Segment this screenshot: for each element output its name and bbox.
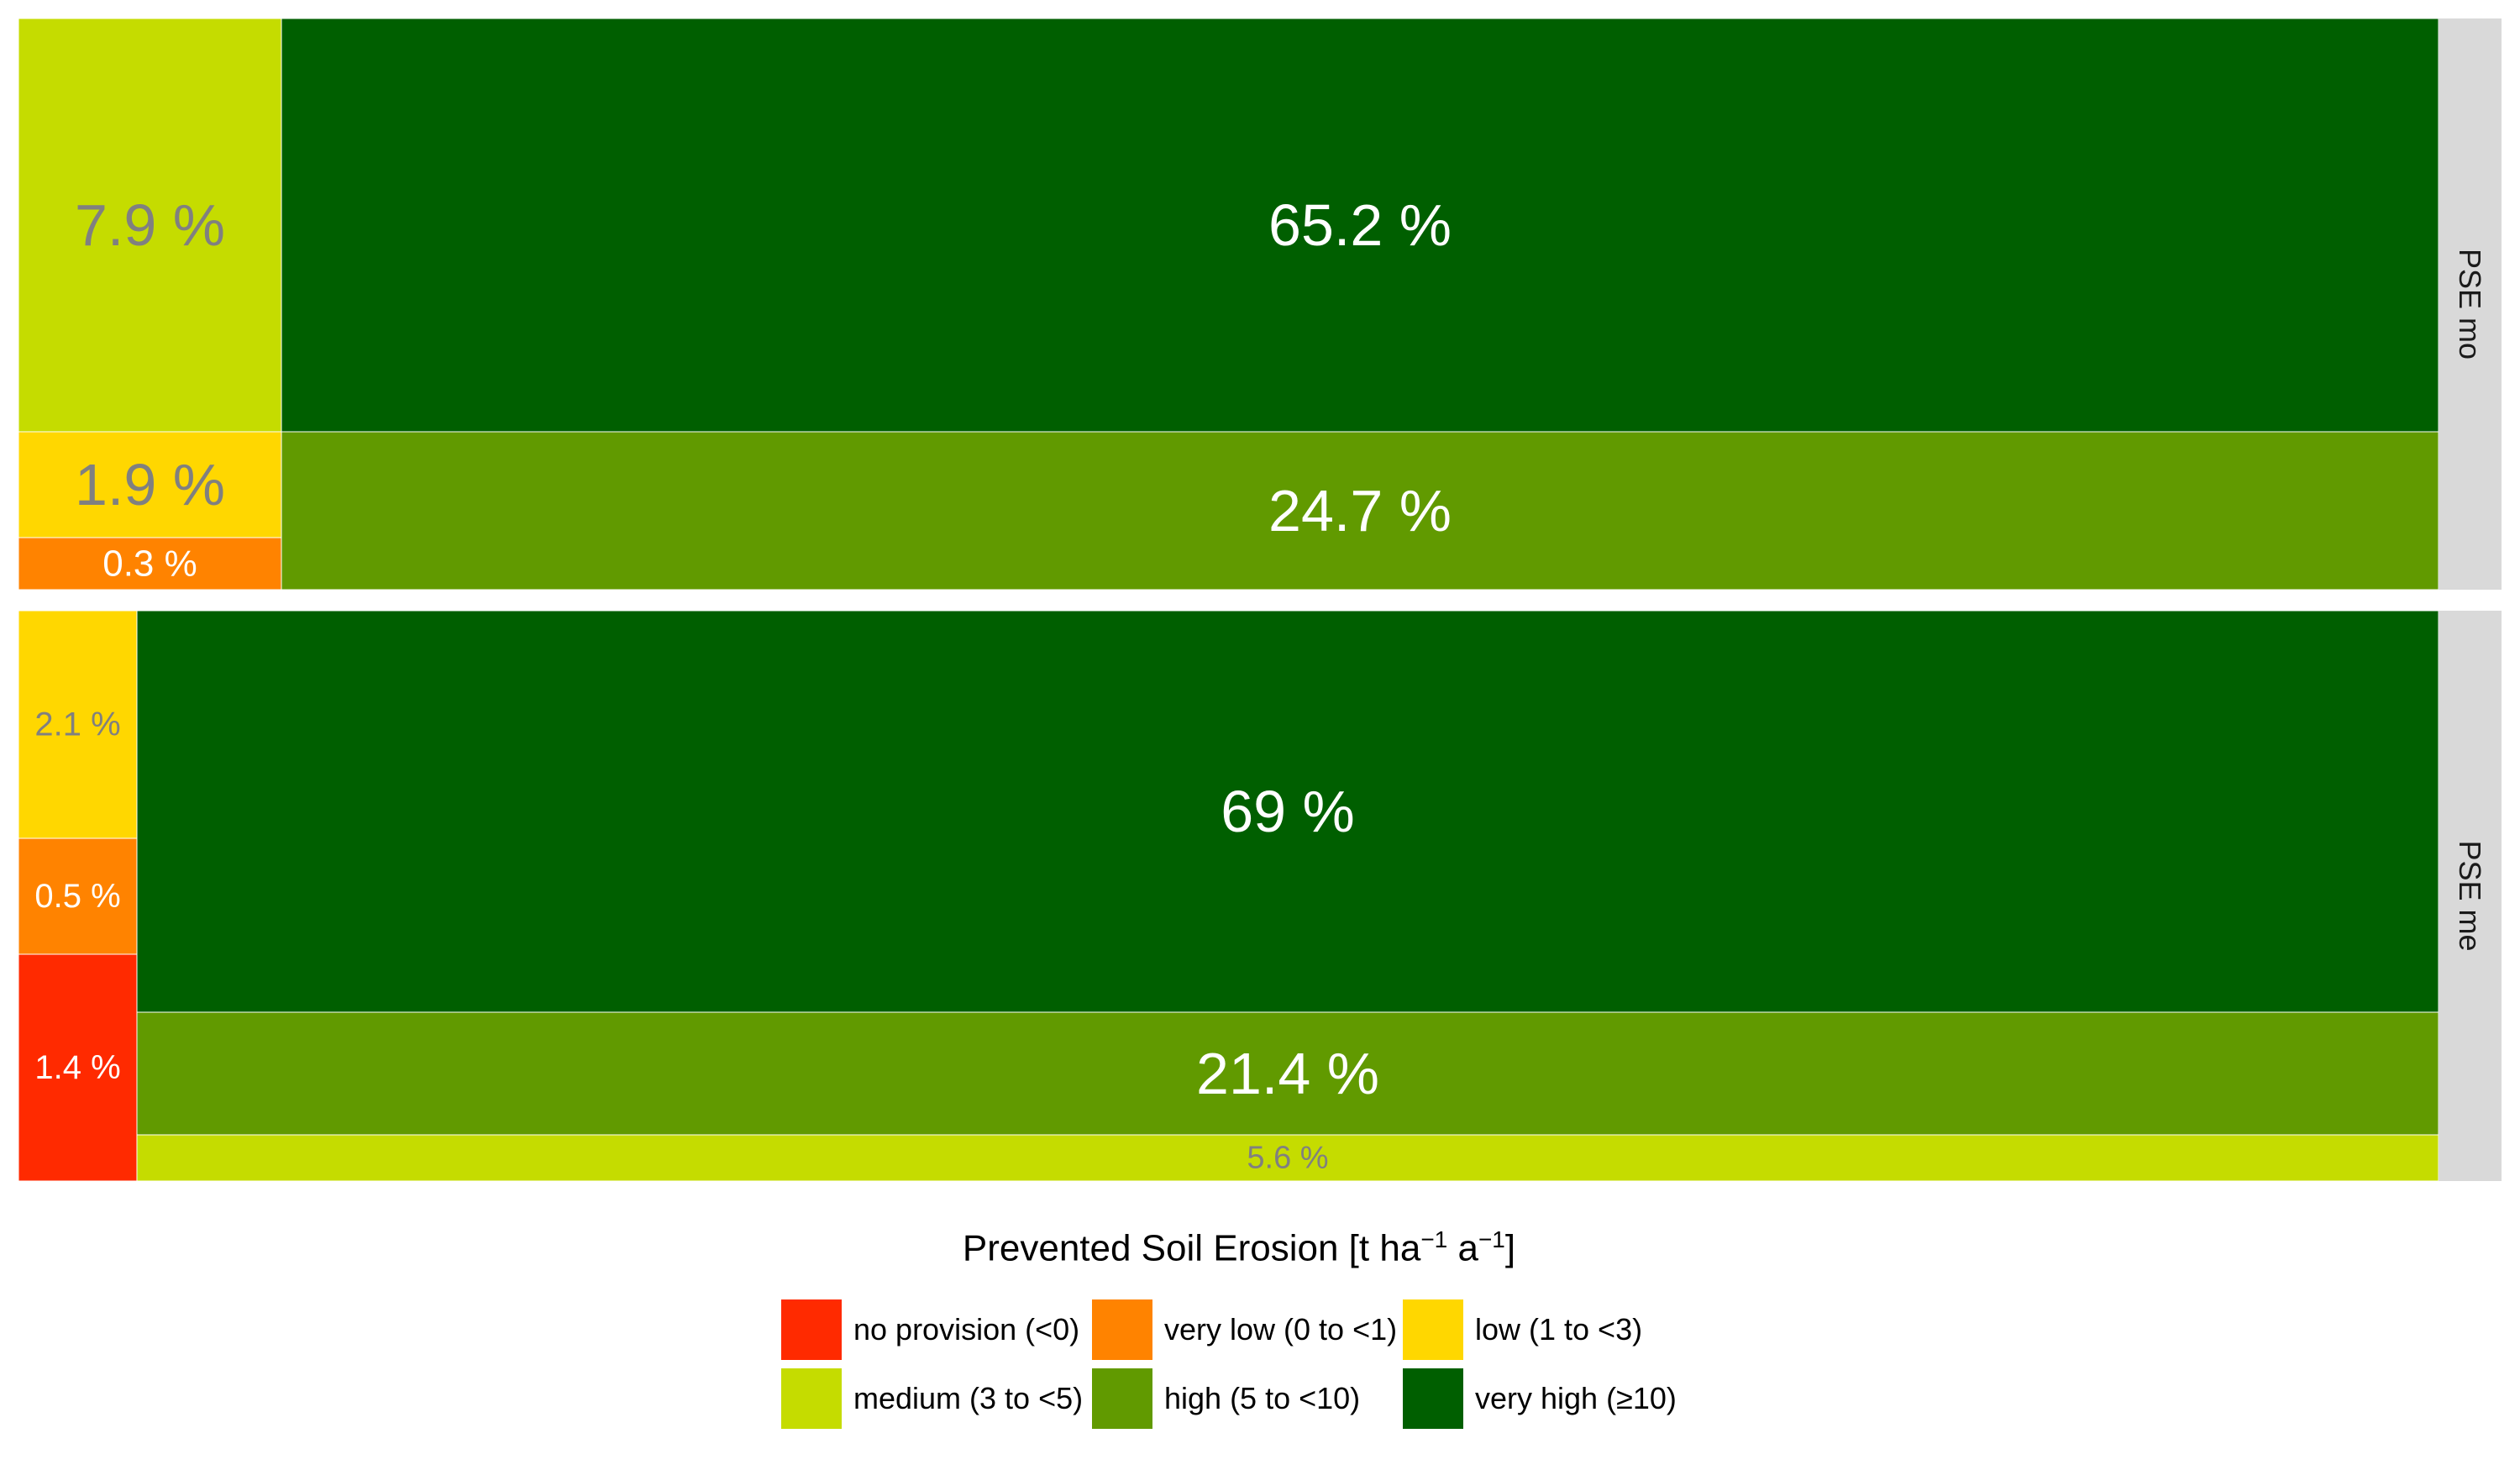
- legend-title-sup1: −1: [1420, 1226, 1448, 1252]
- treemap-cell-label: 24.7 %: [1268, 478, 1452, 543]
- legend-label-low: low (1 to <3): [1475, 1312, 1643, 1347]
- legend-label-high: high (5 to <10): [1164, 1381, 1361, 1415]
- treemap-cell-low-1-to-3: [18, 431, 282, 538]
- treemap-cell-label: 1.4 %: [34, 1049, 120, 1086]
- legend-item-high: high (5 to <10): [1092, 1368, 1360, 1430]
- treemap-cell-label: 2.1 %: [34, 706, 120, 743]
- legend-item-very-high: very high (≥10): [1403, 1368, 1677, 1430]
- legend-label-very-high: very high (≥10): [1475, 1381, 1677, 1415]
- panel-pse-me: 69 % 21.4 % 5.6 % 2.1 % 0.5 % 1.4 % PSE me: [18, 610, 2502, 1182]
- treemap-cell-very-high-10: [136, 610, 2439, 1013]
- legend-title-mid: a: [1447, 1227, 1478, 1269]
- treemap-cell-label: 0.3 %: [102, 543, 197, 585]
- treemap-cell-low-1-to-3: [18, 610, 138, 839]
- legend-label-medium: medium (3 to <5): [853, 1381, 1084, 1415]
- treemap-cell-medium-3-to-5: [18, 18, 282, 433]
- treemap-cell-very-low-0-to-1: [18, 837, 138, 955]
- legend-swatch-very-high: [1403, 1368, 1463, 1429]
- legend-swatch-very-low: [1092, 1299, 1152, 1360]
- treemap-cell-high-5-to-10: [136, 1011, 2439, 1136]
- treemap-cell-label: 65.2 %: [1268, 192, 1452, 258]
- legend-title: Prevented Soil Erosion [t ha−1 a−1]: [0, 1226, 2478, 1270]
- treemap-cell-high-5-to-10: [281, 431, 2439, 591]
- treemap-cell-label: 69 %: [1221, 779, 1355, 844]
- legend-item-low: low (1 to <3): [1403, 1299, 1642, 1361]
- treemap-cell-label: 21.4 %: [1196, 1041, 1379, 1106]
- legend-title-main: Prevented Soil Erosion [t ha: [962, 1227, 1421, 1269]
- legend-swatch-high: [1092, 1368, 1152, 1429]
- treemap-chart: 65.2 % 24.7 % 7.9 % 1.9 % 0.3 % PSE mo 69 % 21.…: [18, 18, 2502, 1182]
- legend-label-very-low: very low (0 to <1): [1164, 1312, 1398, 1347]
- panel-pse-mo: 65.2 % 24.7 % 7.9 % 1.9 % 0.3 % PSE mo: [18, 18, 2502, 591]
- legend-item-no-provision: no provision (<0): [781, 1299, 1079, 1361]
- treemap-cell-very-low-0-to-1: [18, 537, 282, 591]
- legend-title-sup2: −1: [1478, 1226, 1505, 1252]
- facet-strip: [2439, 18, 2502, 590]
- legend-item-very-low: very low (0 to <1): [1092, 1299, 1397, 1361]
- facet-strip: [2439, 611, 2502, 1181]
- treemap-cell-label: 5.6 %: [1247, 1141, 1328, 1176]
- legend-title-end: ]: [1504, 1227, 1516, 1269]
- treemap-cell-label: 0.5 %: [34, 878, 120, 915]
- legend-swatch-medium: [781, 1368, 842, 1429]
- treemap-cell-no-provision-0: [18, 953, 138, 1182]
- legend-swatch-no-provision: [781, 1299, 842, 1360]
- treemap-cell-very-high-10: [281, 18, 2439, 433]
- legend-swatch-low: [1403, 1299, 1463, 1360]
- treemap-cell-label: 1.9 %: [75, 452, 225, 517]
- facet-strip-label: PSE me: [2453, 840, 2487, 951]
- facet-strip-label: PSE mo: [2453, 249, 2487, 360]
- treemap-cell-label: 7.9 %: [75, 192, 225, 258]
- legend-item-medium: medium (3 to <5): [781, 1368, 1083, 1430]
- legend-label-no-provision: no provision (<0): [853, 1312, 1080, 1347]
